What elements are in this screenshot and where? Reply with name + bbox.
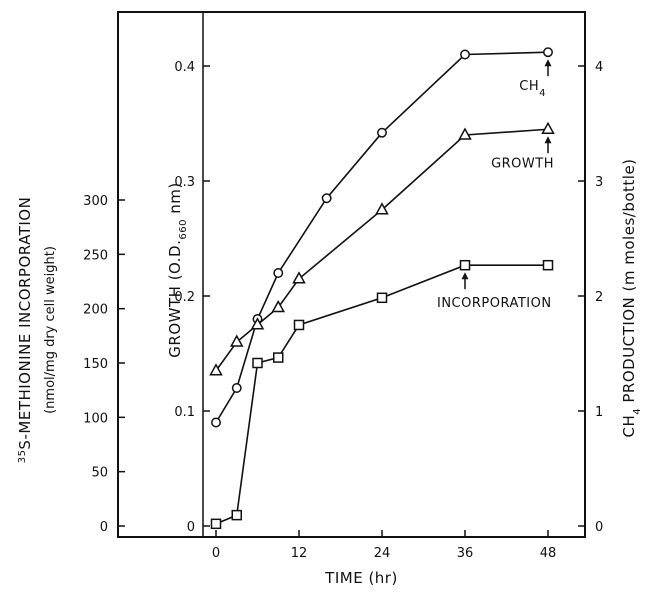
point-incorporation — [231, 509, 242, 521]
growth-axis-tick-label: 0.1 — [174, 405, 195, 420]
incorporation-arrow-head — [461, 272, 469, 280]
annotation-growth: GROWTH — [491, 156, 554, 171]
point-ch4 — [211, 417, 221, 428]
point-ch4 — [231, 383, 242, 393]
point-ch4 — [377, 127, 387, 138]
left-axis-tick-label: 250 — [83, 248, 108, 263]
left-axis-tick-label: 300 — [83, 194, 108, 209]
point-incorporation — [293, 319, 305, 331]
plot-frame — [117, 11, 586, 538]
growth-axis-tick-label: 0.2 — [174, 290, 195, 305]
point-growth — [458, 127, 472, 140]
point-growth — [292, 271, 306, 284]
growth-axis-tick-label: 0.4 — [174, 60, 195, 75]
point-ch4 — [460, 49, 470, 60]
right-axis-tick-label: 0 — [595, 520, 603, 535]
point-incorporation — [376, 292, 388, 304]
point-ch4 — [273, 268, 284, 278]
point-growth — [271, 299, 286, 313]
point-incorporation — [459, 259, 471, 271]
x-axis-tick-label: 12 — [291, 546, 308, 561]
x-axis-tick-label: 24 — [374, 546, 391, 561]
x-axis-tick-label: 36 — [457, 546, 474, 561]
series-line-growth — [215, 128, 549, 372]
annotation-incorporation: INCORPORATION — [437, 296, 552, 311]
point-growth — [375, 202, 389, 215]
right-axis-tick-label: 2 — [595, 290, 603, 305]
x-axis-tick-label: 0 — [212, 546, 220, 561]
point-incorporation — [542, 259, 554, 271]
x-axis-title: TIME (hr) — [324, 569, 398, 587]
left-axis-title: 35S-METHIONINE INCORPORATION — [16, 197, 34, 464]
right-axis-title: CH4 PRODUCTION (m moles/bottle) — [620, 158, 643, 437]
point-growth — [250, 317, 265, 330]
series-line-incorporation — [215, 264, 548, 525]
growth-axis-title: GROWTH (O.D.660 nm) — [166, 182, 189, 357]
point-ch4 — [321, 193, 332, 204]
point-ch4 — [543, 47, 553, 58]
point-incorporation — [273, 352, 284, 363]
right-axis-tick-label: 3 — [595, 175, 603, 190]
left-axis-tick-label: 0 — [100, 520, 108, 535]
ch4-arrow-head — [544, 59, 552, 67]
growth-arrow-head — [544, 136, 552, 144]
point-growth — [541, 121, 555, 134]
point-incorporation — [210, 518, 222, 530]
right-axis-tick-label: 1 — [595, 405, 603, 420]
series-line-ch4 — [215, 51, 549, 423]
left-axis-tick-label: 200 — [83, 303, 108, 318]
left-axis-units: (nmol/mg dry cell weight) — [43, 246, 58, 414]
left-axis-tick-label: 100 — [83, 411, 108, 426]
annotation-ch4: CH4 — [519, 79, 546, 99]
growth-axis-tick-label: 0.3 — [174, 175, 195, 190]
growth-axis-tick-label: 0 — [187, 520, 195, 535]
x-axis-tick-label: 48 — [540, 546, 557, 561]
left-axis-tick-label: 150 — [83, 357, 108, 372]
point-growth — [209, 363, 223, 376]
point-incorporation — [252, 357, 263, 369]
right-axis-tick-label: 4 — [595, 60, 603, 75]
left-axis-tick-label: 50 — [91, 466, 108, 481]
point-growth — [229, 334, 244, 347]
